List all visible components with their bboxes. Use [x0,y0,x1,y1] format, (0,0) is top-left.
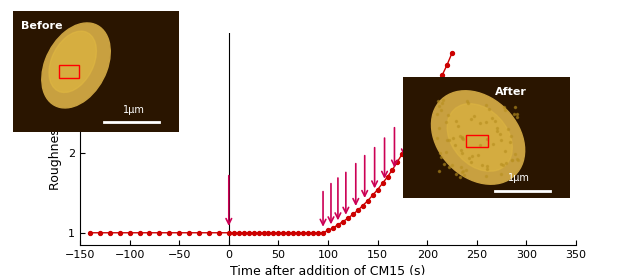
Point [323,228,333,233]
X-axis label: Time after addition of CM15 (s): Time after addition of CM15 (s) [230,265,426,275]
Point [442,63,452,67]
Point [84,230,95,235]
Point [288,230,298,235]
Ellipse shape [49,31,97,92]
Point [412,123,422,127]
Point [293,230,303,235]
Point [417,111,428,116]
Point [447,51,457,55]
Text: 1μm: 1μm [123,105,145,115]
Point [164,230,174,235]
Point [378,181,388,185]
Point [259,230,269,235]
Point [134,230,145,235]
Point [333,222,343,227]
Point [224,230,234,235]
Text: 1μm: 1μm [508,174,530,183]
Text: After: After [495,87,527,97]
Point [268,230,278,235]
Point [358,204,368,208]
Point [154,230,164,235]
Point [248,230,259,235]
Point [372,188,383,192]
Point [387,167,397,172]
Point [432,83,442,87]
Point [239,230,249,235]
Point [115,230,125,235]
Point [362,199,372,203]
Point [407,133,417,138]
Point [264,230,274,235]
Point [403,143,413,147]
Point [253,230,264,235]
Point [353,208,363,213]
Point [204,230,214,235]
Point [392,160,403,164]
Point [338,219,348,224]
Y-axis label: Roughness (nm): Roughness (nm) [49,88,63,190]
Ellipse shape [431,91,525,184]
Point [422,100,433,104]
Point [318,230,328,235]
Ellipse shape [447,104,513,171]
Ellipse shape [42,23,110,108]
Point [383,175,393,179]
Point [303,230,314,235]
Point [348,212,358,217]
Point [145,230,155,235]
Point [95,230,105,235]
Point [283,230,293,235]
Point [328,226,338,230]
Point [437,73,447,78]
Point [278,230,289,235]
Point [243,230,253,235]
Point [124,230,134,235]
Point [184,230,195,235]
Point [214,230,224,235]
Point [174,230,184,235]
Point [194,230,204,235]
Point [343,216,353,221]
Point [234,230,244,235]
Point [313,230,323,235]
Point [367,193,378,197]
Point [273,230,284,235]
Text: Before: Before [21,21,63,31]
Point [104,230,115,235]
Point [308,230,318,235]
Point [298,230,308,235]
Point [427,91,437,95]
Point [397,152,408,156]
Point [228,230,239,235]
